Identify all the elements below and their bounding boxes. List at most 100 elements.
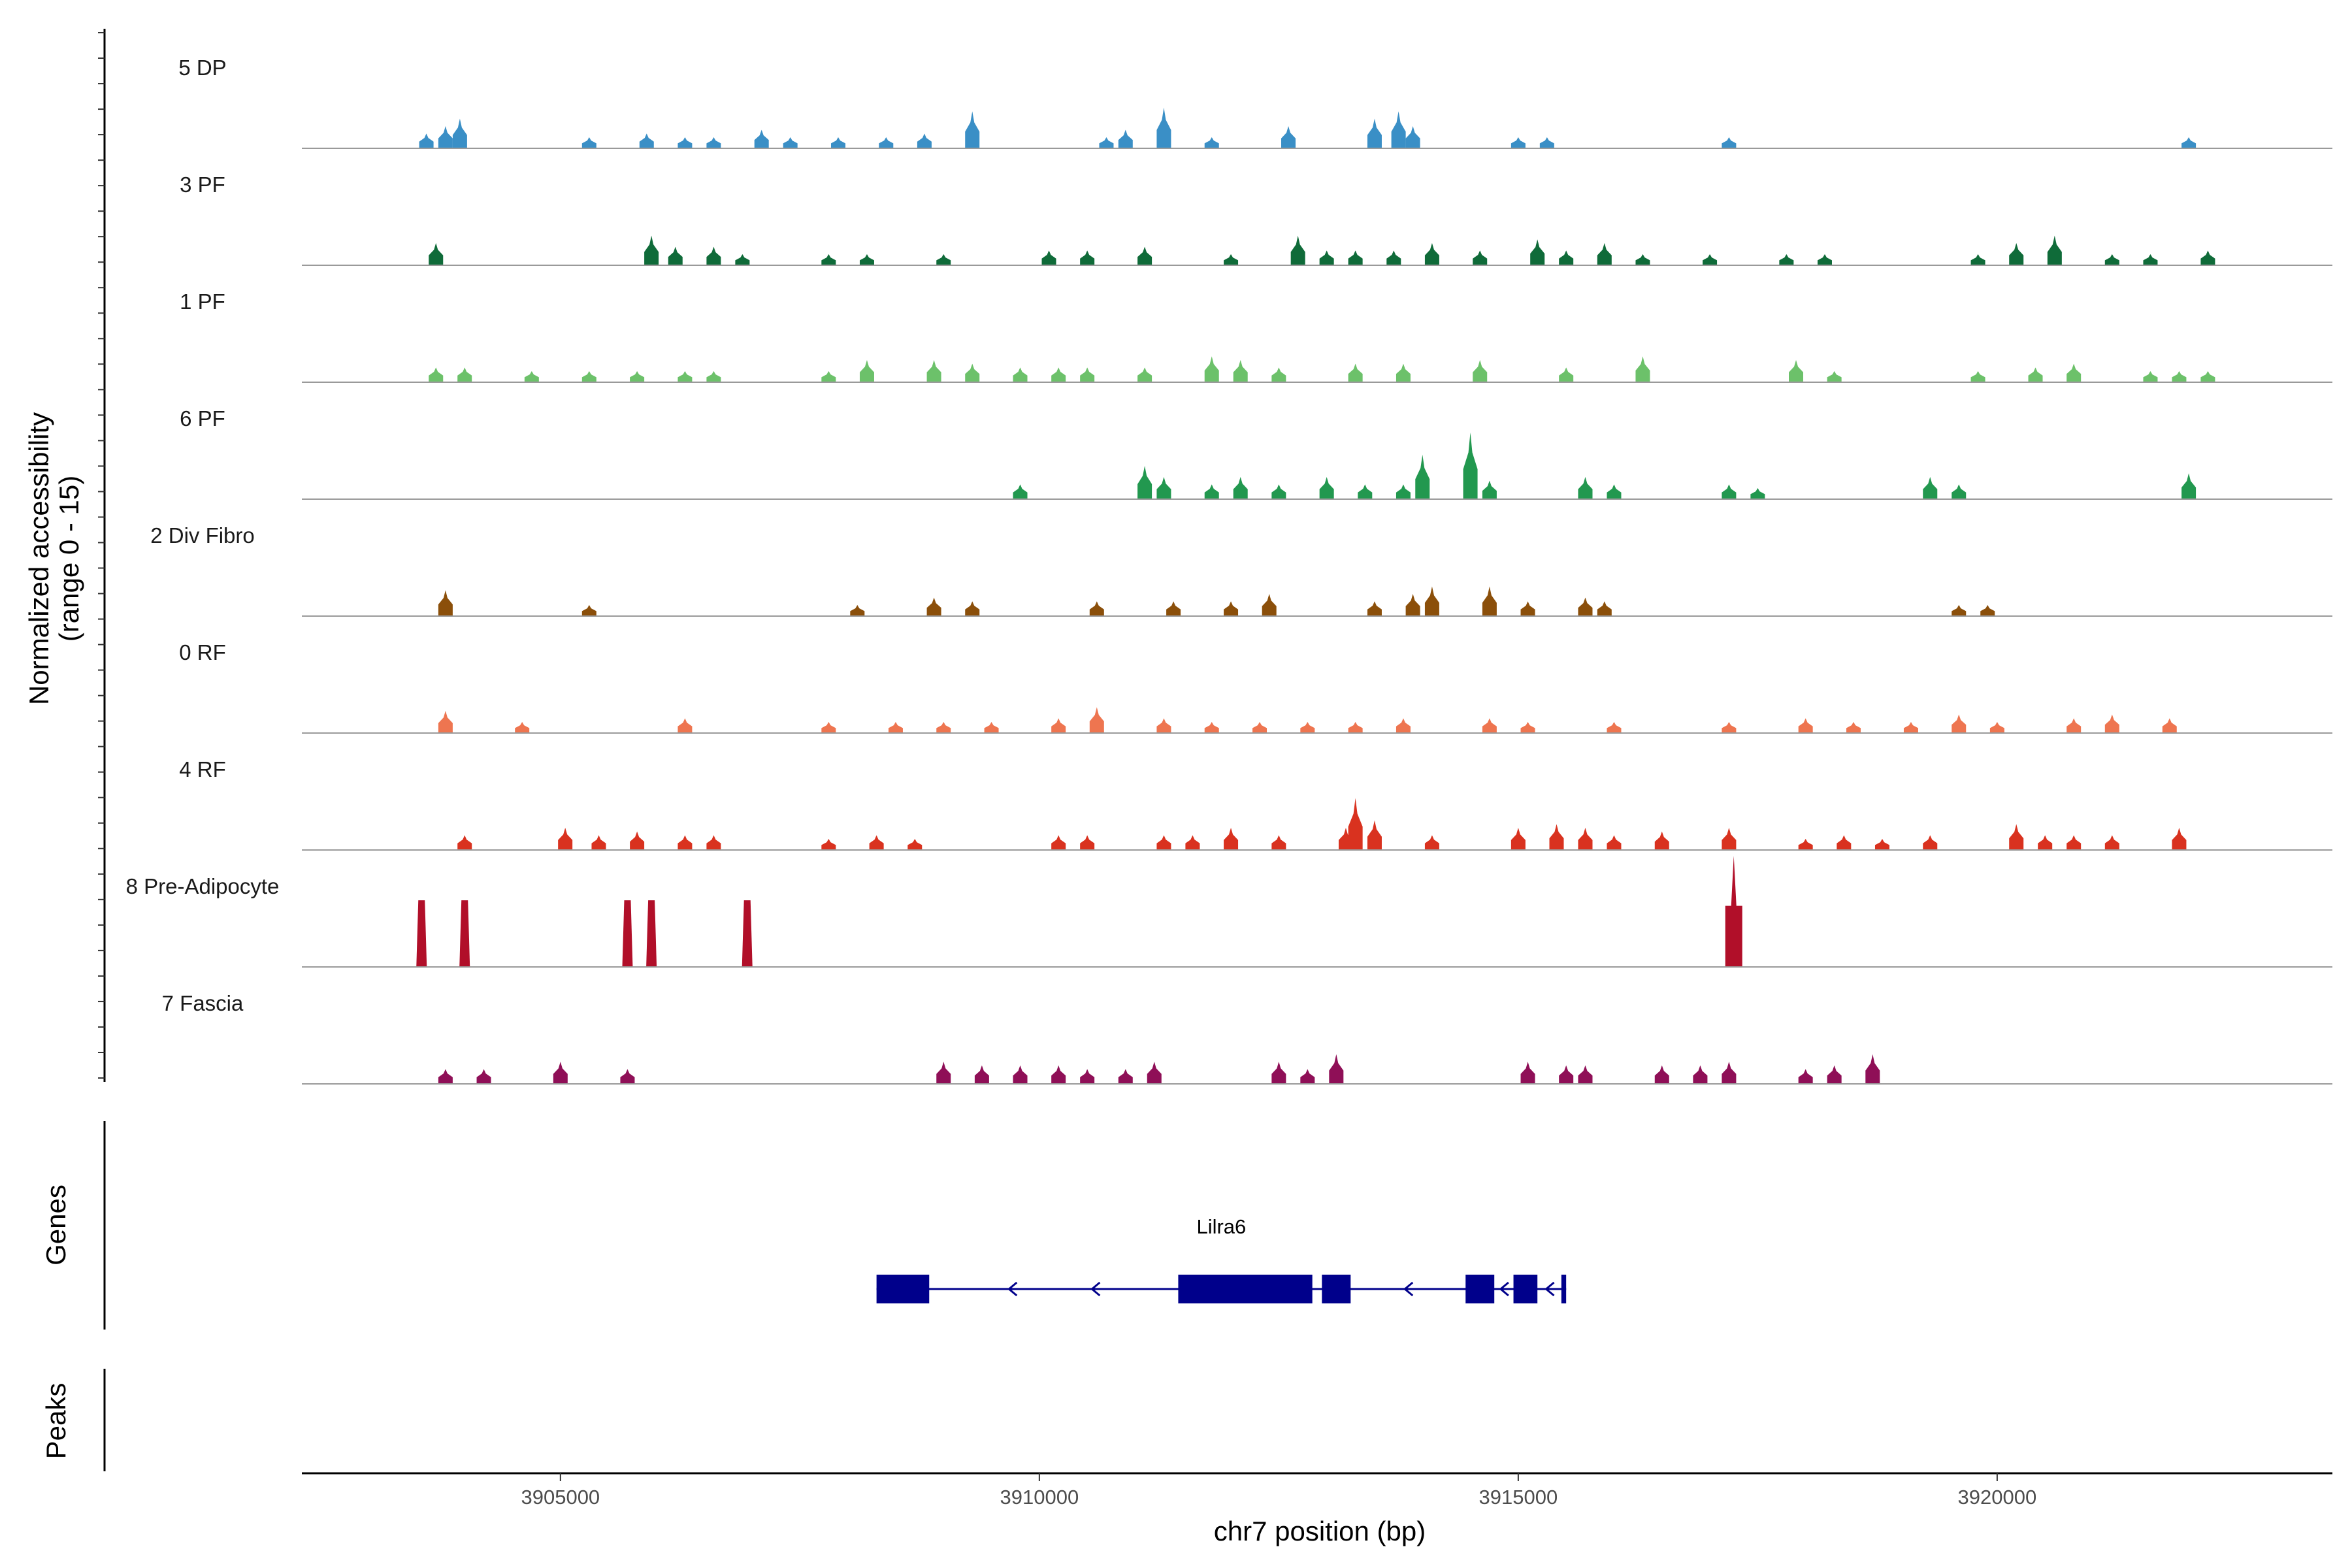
coverage-peak bbox=[1137, 246, 1152, 265]
coverage-peak bbox=[1952, 484, 1967, 499]
coverage-peak bbox=[1693, 1065, 1708, 1084]
coverage-peak bbox=[830, 137, 845, 148]
coverage-peak bbox=[984, 722, 999, 733]
coverage-peak bbox=[926, 360, 941, 382]
coverage-peak bbox=[515, 722, 530, 733]
coverage-peak bbox=[1204, 137, 1219, 148]
coverage-peak bbox=[1989, 722, 2004, 733]
track-7-fascia: 7 Fascia bbox=[162, 991, 2332, 1085]
gene-exon bbox=[1465, 1275, 1495, 1303]
coverage-peak bbox=[1597, 601, 1612, 616]
coverage-peak bbox=[1482, 718, 1497, 733]
x-tick-label: 3920000 bbox=[1958, 1486, 2037, 1509]
coverage-peak bbox=[2066, 363, 2082, 382]
y-axis-title-line1: Normalized accessibility bbox=[24, 412, 54, 705]
x-axis-title: chr7 position (bp) bbox=[1214, 1516, 1426, 1546]
coverage-peak bbox=[926, 597, 941, 616]
coverage-peak bbox=[1233, 360, 1248, 382]
coverage-peak bbox=[1271, 835, 1286, 850]
coverage-peak bbox=[1252, 722, 1267, 733]
coverage-peak bbox=[735, 254, 750, 265]
coverage-peak bbox=[1578, 1065, 1593, 1084]
coverage-peak bbox=[1089, 601, 1104, 616]
coverage-peak bbox=[1818, 254, 1832, 265]
coverage-peak bbox=[524, 371, 539, 382]
coverage-peak bbox=[646, 900, 657, 967]
coverage-peak bbox=[2104, 835, 2119, 850]
coverage-peak bbox=[859, 360, 874, 382]
track-4-rf: 4 RF bbox=[179, 757, 2332, 851]
coverage-peak bbox=[783, 137, 798, 148]
coverage-peak bbox=[644, 235, 659, 265]
coverage-peak bbox=[1013, 1065, 1028, 1084]
coverage-peak bbox=[1396, 718, 1411, 733]
coverage-peak bbox=[706, 371, 721, 382]
coverage-peak bbox=[821, 254, 836, 265]
coverage-peak bbox=[1118, 1069, 1133, 1084]
track-label: 4 RF bbox=[179, 757, 226, 781]
coverage-peak bbox=[1798, 1069, 1813, 1084]
coverage-peak bbox=[706, 246, 721, 265]
coverage-peak bbox=[1654, 831, 1669, 850]
coverage-peak bbox=[630, 371, 645, 382]
coverage-peak bbox=[936, 722, 951, 733]
coverage-peak bbox=[1156, 835, 1171, 850]
coverage-peak bbox=[1722, 1062, 1737, 1084]
track-0-rf: 0 RF bbox=[179, 640, 2332, 734]
coverage-peak bbox=[821, 722, 836, 733]
coverage-peak bbox=[1607, 722, 1622, 733]
coverage-peak bbox=[438, 590, 453, 616]
coverage-peak bbox=[1874, 839, 1889, 850]
coverage-peak bbox=[1156, 477, 1171, 499]
coverage-peak bbox=[2200, 371, 2215, 382]
x-tick-label: 3905000 bbox=[521, 1486, 600, 1509]
coverage-peak bbox=[1271, 367, 1286, 382]
coverage-peak bbox=[1156, 718, 1171, 733]
coverage-peak bbox=[965, 601, 980, 616]
coverage-peak bbox=[622, 900, 633, 967]
coverage-peak bbox=[1080, 367, 1095, 382]
coverage-peak bbox=[1080, 250, 1095, 265]
coverage-peak bbox=[1559, 367, 1574, 382]
coverage-peak bbox=[1262, 594, 1277, 616]
coverage-peak bbox=[1424, 586, 1439, 616]
coverage-peak bbox=[1013, 484, 1028, 499]
coverage-peak bbox=[1300, 1069, 1315, 1084]
track-label: 6 PF bbox=[180, 406, 225, 431]
coverage-peak bbox=[457, 367, 472, 382]
coverage-peak bbox=[1750, 488, 1765, 499]
coverage-peak bbox=[2009, 243, 2024, 265]
y-axis-title-line2: (range 0 - 15) bbox=[54, 476, 84, 642]
coverage-peak bbox=[438, 1069, 453, 1084]
coverage-peak bbox=[917, 133, 932, 148]
coverage-peak bbox=[1118, 129, 1133, 148]
coverage-peak bbox=[1923, 835, 1938, 850]
coverage-tracks: 5 DP 3 PF 1 PF 6 PF 2 Div Fibro 0 RF 4 RF 8 Pre… bbox=[126, 56, 2332, 1085]
coverage-peak bbox=[2181, 137, 2197, 148]
coverage-peak bbox=[438, 126, 453, 148]
track-label: 1 PF bbox=[180, 289, 225, 314]
coverage-peak bbox=[429, 367, 444, 382]
coverage-peak bbox=[1271, 484, 1286, 499]
coverage-peak bbox=[1405, 594, 1420, 616]
coverage-peak bbox=[459, 900, 470, 967]
coverage-peak bbox=[1607, 484, 1622, 499]
coverage-peak bbox=[1520, 722, 1535, 733]
strand-arrow bbox=[1544, 1281, 1555, 1297]
coverage-peak bbox=[1156, 107, 1171, 148]
coverage-peak bbox=[553, 1062, 568, 1084]
track-label: 0 RF bbox=[179, 640, 226, 664]
coverage-peak bbox=[2104, 254, 2119, 265]
coverage-peak bbox=[1319, 250, 1334, 265]
genes-track-label: Genes bbox=[41, 1184, 71, 1266]
coverage-peak bbox=[1473, 360, 1488, 382]
coverage-peak bbox=[678, 835, 693, 850]
coverage-peak bbox=[1089, 707, 1104, 733]
coverage-peak bbox=[1233, 477, 1248, 499]
coverage-peak bbox=[1539, 137, 1554, 148]
coverage-peak bbox=[630, 831, 645, 850]
coverage-peak bbox=[457, 835, 472, 850]
coverage-peak bbox=[1415, 455, 1430, 499]
strand-arrow bbox=[1499, 1281, 1509, 1297]
coverage-peak bbox=[639, 133, 654, 148]
